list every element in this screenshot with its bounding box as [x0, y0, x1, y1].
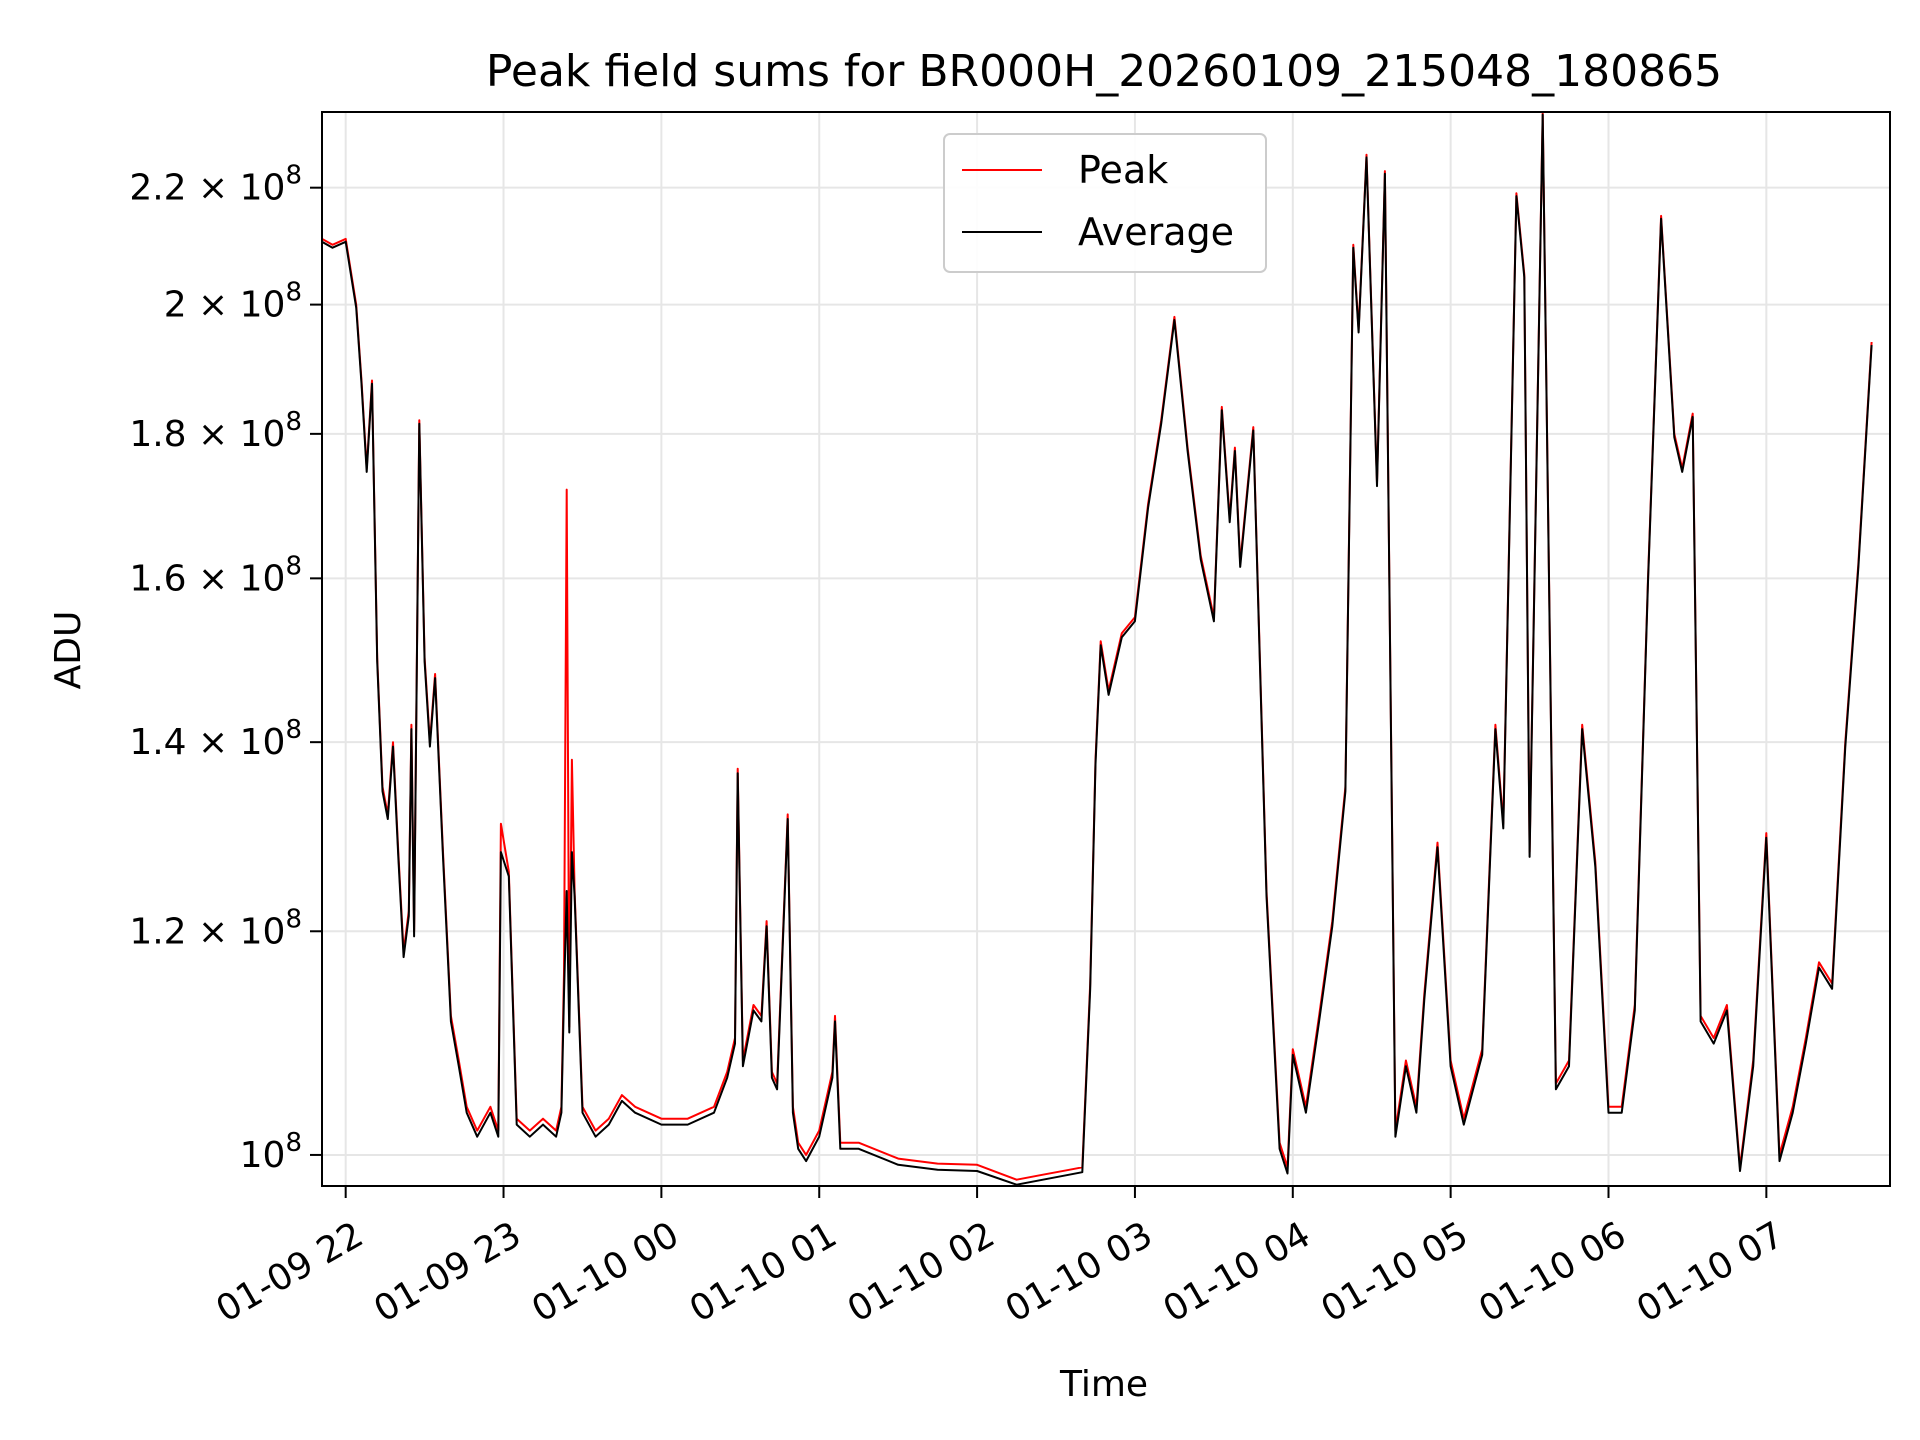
y-tick-label: 1.2 × 108 — [129, 904, 302, 952]
y-axis-label: ADU — [48, 611, 89, 690]
y-tick-label: 1.6 × 108 — [129, 551, 302, 599]
y-tick-label: 108 — [240, 1128, 302, 1176]
y-tick-label: 1.4 × 108 — [129, 715, 302, 763]
legend-label-average: Average — [1078, 210, 1234, 254]
grid-lines — [322, 112, 1890, 1186]
x-axis-label: Time — [1059, 1364, 1148, 1405]
legend-box — [943, 133, 1267, 273]
plot-frame — [321, 111, 1891, 1187]
series-line-average — [322, 113, 1873, 1186]
y-tick-label: 1.8 × 108 — [129, 407, 302, 455]
y-axis: 108 1.2 × 108 1.4 × 108 1.6 × 108 1.8 × 108 2… — [129, 161, 322, 1176]
series-lines — [322, 112, 1873, 1186]
legend: Peak Average — [943, 133, 1267, 273]
y-tick-label: 2 × 108 — [164, 278, 302, 326]
y-tick-label: 2.2 × 108 — [129, 161, 302, 209]
legend-label-peak: Peak — [1078, 148, 1168, 192]
plot-area-background — [322, 112, 1890, 1186]
chart-title: Peak field sums for BR000H_20260109_2150… — [486, 46, 1722, 97]
